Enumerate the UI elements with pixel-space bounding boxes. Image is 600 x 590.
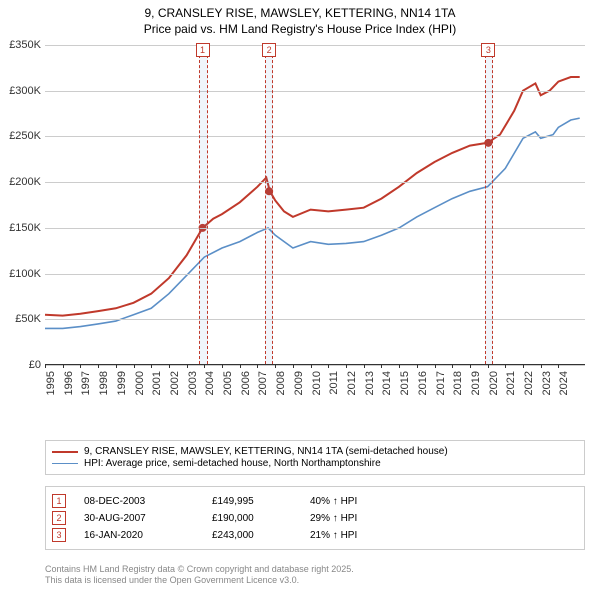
y-axis-label: £200K	[9, 176, 41, 188]
sale-date: 08-DEC-2003	[84, 496, 194, 507]
legend-label: HPI: Average price, semi-detached house,…	[84, 458, 381, 469]
sale-row: 2 30-AUG-2007 £190,000 29% ↑ HPI	[52, 511, 578, 525]
sale-row-marker: 3	[52, 528, 66, 542]
sale-hpi: 21% ↑ HPI	[310, 530, 357, 541]
x-tick	[558, 364, 559, 368]
series-price_paid	[45, 77, 580, 316]
sale-row: 3 16-JAN-2020 £243,000 21% ↑ HPI	[52, 528, 578, 542]
gridline-h	[45, 91, 585, 92]
x-tick	[523, 364, 524, 368]
x-tick	[311, 364, 312, 368]
y-axis-label: £150K	[9, 222, 41, 234]
footer-attribution: Contains HM Land Registry data © Crown c…	[45, 564, 585, 587]
legend-swatch	[52, 451, 78, 453]
gridline-h	[45, 319, 585, 320]
sale-marker-3: 3	[481, 43, 495, 57]
x-tick	[98, 364, 99, 368]
sale-band	[199, 45, 208, 364]
y-axis-label: £300K	[9, 85, 41, 97]
y-axis-label: £50K	[15, 313, 41, 325]
x-tick	[328, 364, 329, 368]
x-tick	[116, 364, 117, 368]
x-tick	[169, 364, 170, 368]
x-tick	[80, 364, 81, 368]
legend-row: HPI: Average price, semi-detached house,…	[52, 458, 578, 469]
sale-price: £243,000	[212, 530, 292, 541]
plot-area: £0£50K£100K£150K£200K£250K£300K£350K1995…	[45, 45, 585, 365]
sale-row-marker: 2	[52, 511, 66, 525]
sale-marker-2: 2	[262, 43, 276, 57]
x-tick	[505, 364, 506, 368]
line-series-svg	[45, 45, 585, 365]
x-tick	[187, 364, 188, 368]
x-tick	[45, 364, 46, 368]
series-hpi	[45, 118, 580, 328]
legend-label: 9, CRANSLEY RISE, MAWSLEY, KETTERING, NN…	[84, 446, 448, 457]
sale-hpi: 29% ↑ HPI	[310, 513, 357, 524]
gridline-h	[45, 136, 585, 137]
x-tick	[151, 364, 152, 368]
sale-date: 16-JAN-2020	[84, 530, 194, 541]
legend-row: 9, CRANSLEY RISE, MAWSLEY, KETTERING, NN…	[52, 446, 578, 457]
gridline-h	[45, 45, 585, 46]
sale-row: 1 08-DEC-2003 £149,995 40% ↑ HPI	[52, 494, 578, 508]
x-tick	[240, 364, 241, 368]
gridline-h	[45, 274, 585, 275]
x-tick	[435, 364, 436, 368]
sale-price: £149,995	[212, 496, 292, 507]
gridline-h	[45, 365, 585, 366]
legend: 9, CRANSLEY RISE, MAWSLEY, KETTERING, NN…	[45, 440, 585, 475]
y-axis-label: £100K	[9, 268, 41, 280]
x-tick	[346, 364, 347, 368]
footer-line-1: Contains HM Land Registry data © Crown c…	[45, 564, 585, 575]
x-tick	[381, 364, 382, 368]
x-tick	[364, 364, 365, 368]
x-tick	[488, 364, 489, 368]
x-tick	[293, 364, 294, 368]
legend-swatch	[52, 463, 78, 464]
x-tick	[275, 364, 276, 368]
sales-table: 1 08-DEC-2003 £149,995 40% ↑ HPI 2 30-AUG-200…	[45, 486, 585, 550]
x-tick	[222, 364, 223, 368]
sale-marker-1: 1	[196, 43, 210, 57]
x-tick	[134, 364, 135, 368]
footer-line-2: This data is licensed under the Open Gov…	[45, 575, 585, 586]
x-tick	[541, 364, 542, 368]
sale-hpi: 40% ↑ HPI	[310, 496, 357, 507]
sale-price: £190,000	[212, 513, 292, 524]
sale-date: 30-AUG-2007	[84, 513, 194, 524]
y-axis-label: £350K	[9, 39, 41, 51]
title-line-2: Price paid vs. HM Land Registry's House …	[0, 22, 600, 38]
x-tick	[417, 364, 418, 368]
x-tick	[204, 364, 205, 368]
gridline-h	[45, 182, 585, 183]
chart-title: 9, CRANSLEY RISE, MAWSLEY, KETTERING, NN…	[0, 0, 600, 37]
y-axis-label: £0	[29, 359, 41, 371]
x-tick	[257, 364, 258, 368]
x-tick	[63, 364, 64, 368]
x-tick	[470, 364, 471, 368]
sale-row-marker: 1	[52, 494, 66, 508]
title-line-1: 9, CRANSLEY RISE, MAWSLEY, KETTERING, NN…	[0, 6, 600, 22]
x-tick	[399, 364, 400, 368]
x-tick	[452, 364, 453, 368]
gridline-h	[45, 228, 585, 229]
chart: £0£50K£100K£150K£200K£250K£300K£350K1995…	[45, 45, 585, 400]
y-axis-label: £250K	[9, 130, 41, 142]
sale-band	[485, 45, 493, 364]
sale-band	[265, 45, 274, 364]
